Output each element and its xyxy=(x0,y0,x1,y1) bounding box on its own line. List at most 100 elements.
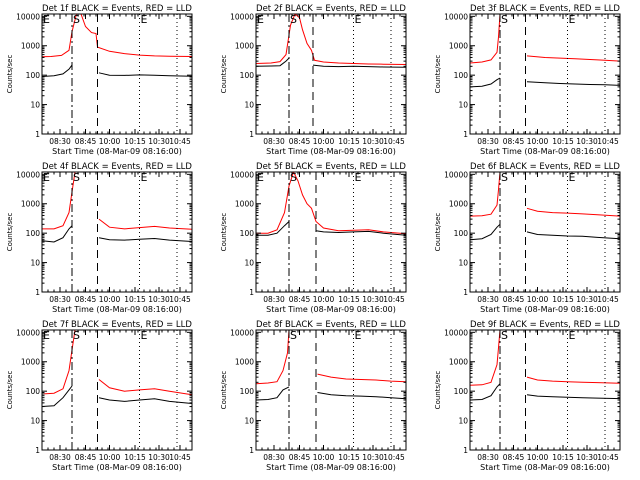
y-tick-label: 1000 xyxy=(449,42,468,51)
x-tick-label: 10:15 xyxy=(124,295,146,304)
x-tick-label: 10:30 xyxy=(148,453,170,462)
events-series-line xyxy=(470,383,620,401)
x-tick-label: 08:30 xyxy=(49,137,71,146)
x-tick-label: 08:45 xyxy=(75,137,97,146)
panel-title: Det 4f BLACK = Events, RED = LLD xyxy=(42,162,192,172)
y-tick-label: 1 xyxy=(463,130,468,139)
x-tick-label: 10:00 xyxy=(527,295,549,304)
plot-frame xyxy=(255,13,407,135)
marker-label: S xyxy=(290,171,297,184)
x-tick-label: 10:15 xyxy=(124,137,146,146)
y-tick-label: 10000 xyxy=(444,328,468,337)
x-tick-label: 08:30 xyxy=(477,137,499,146)
y-tick-label: 10000 xyxy=(444,12,468,21)
x-axis-title: Start Time (08-Mar-09 08:16:00) xyxy=(266,305,396,314)
marker-label: E xyxy=(257,171,264,184)
y-tick-label: 100 xyxy=(240,229,255,238)
marker-label: S xyxy=(501,329,508,342)
y-tick-label: 10 xyxy=(458,417,468,426)
x-tick-label: 10:15 xyxy=(338,453,360,462)
x-tick-label: 08:45 xyxy=(503,295,525,304)
plot-frame xyxy=(255,171,407,293)
plot-frame xyxy=(41,171,193,293)
x-axis-title: Start Time (08-Mar-09 08:16:00) xyxy=(52,147,182,156)
lld-series-line xyxy=(42,330,192,396)
plot-frame xyxy=(41,329,193,451)
marker-label: S xyxy=(290,329,297,342)
x-tick-label: 10:30 xyxy=(362,453,384,462)
events-series-line xyxy=(470,223,620,241)
marker-label: S xyxy=(290,13,297,26)
marker-label: E xyxy=(43,329,50,342)
x-tick-label: 08:30 xyxy=(263,137,285,146)
x-tick-label: 10:00 xyxy=(99,137,121,146)
marker-label: S xyxy=(73,171,80,184)
y-tick-label: 1 xyxy=(463,288,468,297)
panel-title: Det 6f BLACK = Events, RED = LLD xyxy=(470,162,620,172)
x-tick-label: 10:00 xyxy=(527,137,549,146)
x-axis-title: Start Time (08-Mar-09 08:16:00) xyxy=(52,305,182,314)
x-tick-label: 10:30 xyxy=(362,137,384,146)
y-tick-label: 100 xyxy=(454,71,469,80)
x-tick-label: 10:30 xyxy=(362,295,384,304)
y-tick-label: 10 xyxy=(244,417,254,426)
x-axis-title: Start Time (08-Mar-09 08:16:00) xyxy=(480,305,610,314)
events-series-line xyxy=(42,64,192,77)
x-tick-label: 08:45 xyxy=(503,137,525,146)
x-axis-title: Start Time (08-Mar-09 08:16:00) xyxy=(266,463,396,472)
x-axis-title: Start Time (08-Mar-09 08:16:00) xyxy=(480,147,610,156)
lld-series-line xyxy=(42,14,192,58)
events-series-line xyxy=(42,225,192,243)
marker-label: E xyxy=(141,13,148,26)
marker-label: E xyxy=(43,171,50,184)
plot-frame xyxy=(255,329,407,451)
x-tick-label: 10:00 xyxy=(99,453,121,462)
x-tick-label: 08:45 xyxy=(503,453,525,462)
panel-title: Det 1f BLACK = Events, RED = LLD xyxy=(42,4,192,14)
marker-label: E xyxy=(569,171,576,184)
x-tick-label: 10:15 xyxy=(338,137,360,146)
x-tick-label: 08:30 xyxy=(263,295,285,304)
x-axis-title: Start Time (08-Mar-09 08:16:00) xyxy=(480,463,610,472)
y-tick-label: 1000 xyxy=(235,358,254,367)
x-tick-label: 08:30 xyxy=(49,295,71,304)
y-axis-title: Counts/sec xyxy=(6,213,14,252)
y-tick-label: 10000 xyxy=(16,328,40,337)
marker-label: E xyxy=(355,171,362,184)
y-tick-label: 10000 xyxy=(444,170,468,179)
x-tick-label: 10:45 xyxy=(597,295,619,304)
y-axis-title: Counts/sec xyxy=(220,55,228,94)
x-tick-label: 10:00 xyxy=(527,453,549,462)
x-tick-label: 10:30 xyxy=(148,295,170,304)
x-tick-label: 10:45 xyxy=(169,295,191,304)
x-tick-label: 10:30 xyxy=(576,295,598,304)
x-tick-label: 10:45 xyxy=(383,295,405,304)
x-tick-label: 10:45 xyxy=(169,137,191,146)
x-tick-label: 08:30 xyxy=(49,453,71,462)
y-tick-label: 1000 xyxy=(449,358,468,367)
lld-series-line xyxy=(470,172,620,217)
x-tick-label: 10:00 xyxy=(99,295,121,304)
plot-frame xyxy=(469,13,621,135)
x-tick-label: 08:30 xyxy=(263,453,285,462)
x-tick-label: 10:30 xyxy=(148,137,170,146)
y-tick-label: 100 xyxy=(240,71,255,80)
y-tick-label: 10 xyxy=(30,259,40,268)
y-tick-label: 1000 xyxy=(21,358,40,367)
x-tick-label: 10:00 xyxy=(313,295,335,304)
x-tick-label: 08:45 xyxy=(289,453,311,462)
plot-frame xyxy=(469,329,621,451)
y-tick-label: 1 xyxy=(249,288,254,297)
x-tick-label: 10:45 xyxy=(383,137,405,146)
y-tick-label: 10 xyxy=(30,101,40,110)
panel-title: Det 2f BLACK = Events, RED = LLD xyxy=(256,4,406,14)
x-tick-label: 10:15 xyxy=(552,453,574,462)
x-tick-label: 10:30 xyxy=(576,453,598,462)
y-axis-title: Counts/sec xyxy=(220,371,228,410)
x-tick-label: 10:30 xyxy=(576,137,598,146)
x-tick-label: 08:30 xyxy=(477,295,499,304)
